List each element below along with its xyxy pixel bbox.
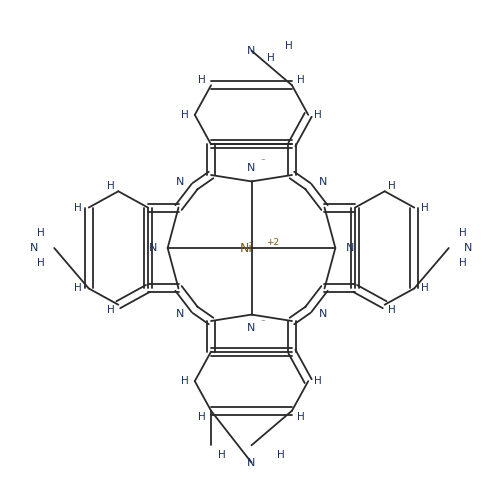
Text: N: N (319, 178, 327, 187)
Text: N: N (319, 309, 327, 318)
Text: H: H (459, 228, 466, 238)
Text: N: N (346, 243, 354, 253)
Text: H: H (107, 305, 115, 314)
Text: H: H (218, 450, 226, 460)
Text: H: H (421, 283, 429, 294)
Text: H: H (198, 75, 206, 85)
Text: H: H (388, 182, 396, 191)
Text: H: H (285, 41, 292, 51)
Text: H: H (277, 450, 285, 460)
Text: N: N (149, 243, 157, 253)
Text: H: H (314, 376, 322, 386)
Text: H: H (268, 53, 275, 63)
Text: H: H (37, 228, 44, 238)
Text: H: H (388, 305, 396, 314)
Text: H: H (297, 412, 305, 422)
Text: H: H (421, 202, 429, 213)
Text: ⁻: ⁻ (260, 318, 265, 327)
Text: H: H (74, 202, 82, 213)
Text: N: N (176, 309, 184, 318)
Text: H: H (459, 258, 466, 268)
Text: H: H (181, 110, 189, 120)
Text: H: H (37, 258, 44, 268)
Text: N: N (30, 243, 39, 253)
Text: H: H (314, 110, 322, 120)
Text: +2: +2 (266, 238, 279, 247)
Text: N: N (247, 163, 256, 173)
Text: H: H (74, 283, 82, 294)
Text: ⁻: ⁻ (260, 157, 265, 166)
Text: H: H (181, 376, 189, 386)
Text: N: N (247, 457, 256, 468)
Text: N: N (247, 323, 256, 333)
Text: H: H (297, 75, 305, 85)
Text: H: H (198, 412, 206, 422)
Text: N: N (176, 178, 184, 187)
Text: Ni: Ni (240, 242, 253, 254)
Text: H: H (107, 182, 115, 191)
Text: N: N (247, 46, 256, 56)
Text: N: N (464, 243, 473, 253)
